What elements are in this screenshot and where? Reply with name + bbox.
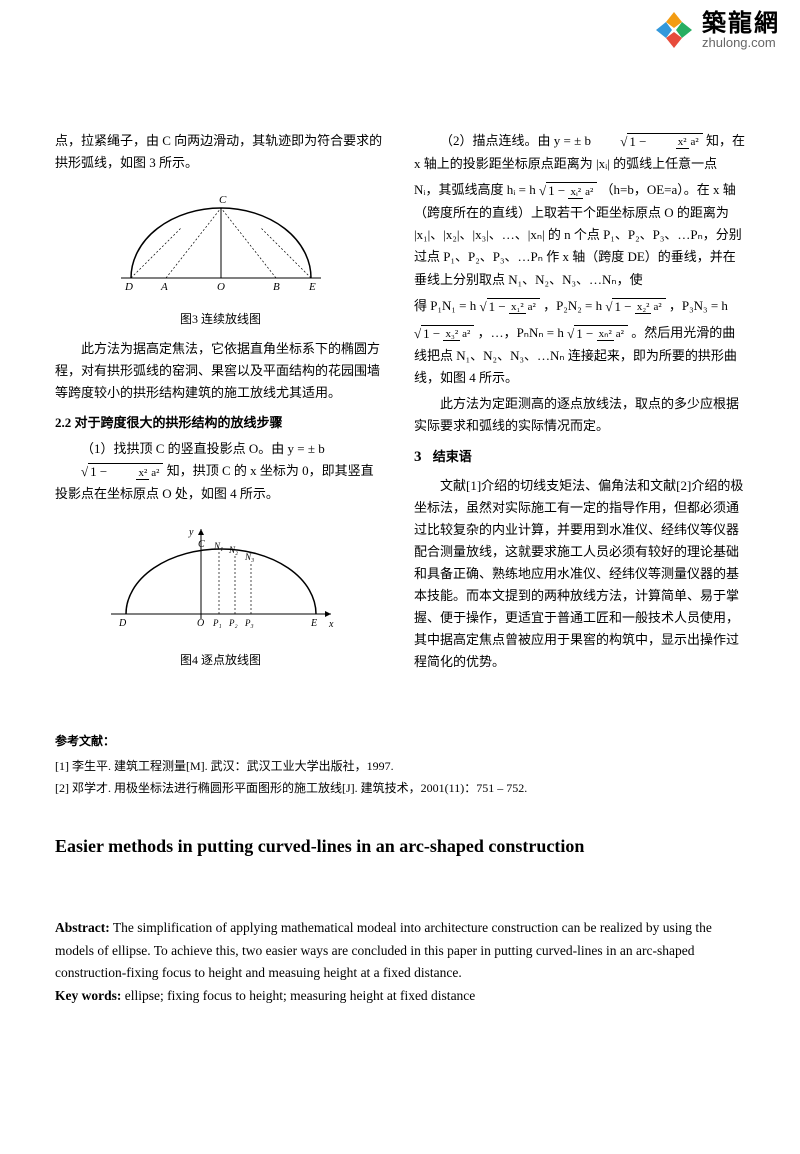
svg-text:P₃: P₃	[244, 618, 254, 628]
svg-text:O: O	[197, 618, 204, 629]
keywords-text: ellipse; fixing focus to height; measuri…	[125, 988, 476, 1003]
right-column: （2）描点连线。由 y = ± b √1 − x²a² 知，在 x 轴上的投影距…	[414, 130, 745, 679]
svg-text:P₂: P₂	[228, 618, 238, 628]
r-para1-pre: （2）描点连线。由 y = ± b	[440, 133, 591, 148]
right-para6: 文献[1]介绍的切线支矩法、偏角法和文献[2]介绍的极坐标法，虽然对实际施工有一…	[414, 475, 745, 674]
sqrt-formula-5: √1 − x₂²a²	[605, 296, 665, 318]
para3-pre: （1）找拱顶 C 的竖直投影点 O。由 y = ± b	[81, 441, 325, 456]
abstract-para: Abstract: The simplification of applying…	[55, 917, 745, 986]
abstract-label: Abstract:	[55, 920, 110, 935]
fig4-caption: 图4 逐点放线图	[55, 650, 386, 670]
fig4-svg: x y C N₁ N₂ N₃ D O P₁ P₂ P₃ E	[101, 519, 341, 639]
svg-text:N₂: N₂	[228, 545, 238, 555]
svg-text:B: B	[273, 281, 280, 293]
sqrt-formula-4: √1 − x₁²a²	[480, 296, 540, 318]
english-title: Easier methods in putting curved-lines i…	[0, 800, 800, 857]
references-heading: 参考文献：	[55, 731, 745, 753]
reference-item: [2] 邓学才. 用极坐标法进行椭圆形平面图形的施工放线[J]. 建筑技术，20…	[55, 778, 745, 800]
fig3-svg: C D A O B E	[111, 188, 331, 298]
svg-text:C: C	[198, 539, 205, 550]
right-para1: （2）描点连线。由 y = ± b √1 − x²a² 知，在 x 轴上的投影距…	[414, 130, 745, 175]
svg-text:A: A	[160, 281, 168, 293]
heading-2-2: 2.2 对于跨度很大的拱形结构的放线步骤	[55, 412, 386, 434]
keywords-label: Key words:	[55, 988, 121, 1003]
svg-text:x: x	[328, 619, 334, 630]
watermark-logo: 築龍網 zhulong.com	[654, 10, 780, 50]
r-para3-c: ，P₃N₃ = h	[669, 298, 728, 313]
r-para3-b: ，P₂N₂ = h	[543, 298, 602, 313]
sqrt-formula-2: √1 − x²a²	[594, 131, 702, 153]
right-para3: 得 P₁N₁ = h √1 − x₁²a² ，P₂N₂ = h √1 − x₂²…	[414, 295, 745, 318]
r-para4-a: ，…，PₙNₙ = h	[478, 325, 564, 340]
zhulong-icon	[654, 10, 694, 50]
references-section: 参考文献： [1] 李生平. 建筑工程测量[M]. 武汉：武汉工业大学出版社，1…	[0, 731, 800, 800]
svg-text:N₁: N₁	[213, 541, 223, 551]
svg-text:y: y	[188, 527, 194, 538]
svg-text:O: O	[217, 281, 225, 293]
sqrt-formula-1: √1 − x²a²	[55, 461, 163, 483]
keywords-para: Key words: ellipse; fixing focus to heig…	[55, 985, 745, 1008]
svg-text:N₃: N₃	[244, 552, 254, 562]
reference-item: [1] 李生平. 建筑工程测量[M]. 武汉：武汉工业大学出版社，1997.	[55, 756, 745, 778]
figure-4: x y C N₁ N₂ N₃ D O P₁ P₂ P₃ E 图4 逐点放线图	[55, 519, 386, 670]
left-para3: （1）找拱顶 C 的竖直投影点 O。由 y = ± b √1 − x²a² 知，…	[55, 438, 386, 505]
fig3-caption: 图3 连续放线图	[55, 309, 386, 329]
figure-3: C D A O B E 图3 连续放线图	[55, 188, 386, 329]
heading-3: 3 结束语	[414, 445, 745, 471]
right-para5: 此方法为定距测高的逐点放线法，取点的多少应根据实际要求和弧线的实际情况而定。	[414, 393, 745, 437]
abstract-text: The simplification of applying mathemati…	[55, 920, 712, 981]
left-para1: 点，拉紧绳子，由 C 向两边滑动，其轨迹即为符合要求的拱形弧线，如图 3 所示。	[55, 130, 386, 174]
sqrt-formula-6: √1 − x₃²a²	[414, 323, 474, 345]
sqrt-formula-7: √1 − xₙ²a²	[567, 323, 628, 345]
english-abstract: Abstract: The simplification of applying…	[0, 857, 800, 1009]
svg-text:D: D	[118, 618, 127, 629]
svg-text:D: D	[124, 281, 133, 293]
watermark-chinese: 築龍網	[702, 12, 780, 36]
right-para2: Nᵢ，其弧线高度 hᵢ = h √1 − xᵢ²a² （h=b，OE=a）。在 …	[414, 179, 745, 290]
left-para2: 此方法为据高定焦法，它依据直角坐标系下的椭圆方程，对有拱形弧线的窑洞、果窖以及平…	[55, 338, 386, 404]
watermark-text: 築龍網 zhulong.com	[702, 12, 780, 49]
r-para3-a: 得 P₁N₁ = h	[414, 298, 476, 313]
heading3-num: 3	[414, 449, 422, 465]
svg-text:P₁: P₁	[212, 618, 222, 628]
svg-text:E: E	[310, 618, 317, 629]
right-para4: √1 − x₃²a² ，…，PₙNₙ = h √1 − xₙ²a² 。然后用光滑…	[414, 322, 745, 389]
r-para2-a: Nᵢ，其弧线高度 hᵢ = h	[414, 182, 536, 197]
heading3-text: 结束语	[433, 449, 472, 464]
content-columns: 点，拉紧绳子，由 C 向两边滑动，其轨迹即为符合要求的拱形弧线，如图 3 所示。…	[0, 0, 800, 719]
left-column: 点，拉紧绳子，由 C 向两边滑动，其轨迹即为符合要求的拱形弧线，如图 3 所示。…	[55, 130, 386, 679]
svg-text:E: E	[308, 281, 316, 293]
svg-text:C: C	[219, 194, 227, 206]
watermark-url: zhulong.com	[702, 36, 780, 49]
sqrt-formula-3: √1 − xᵢ²a²	[539, 180, 597, 202]
